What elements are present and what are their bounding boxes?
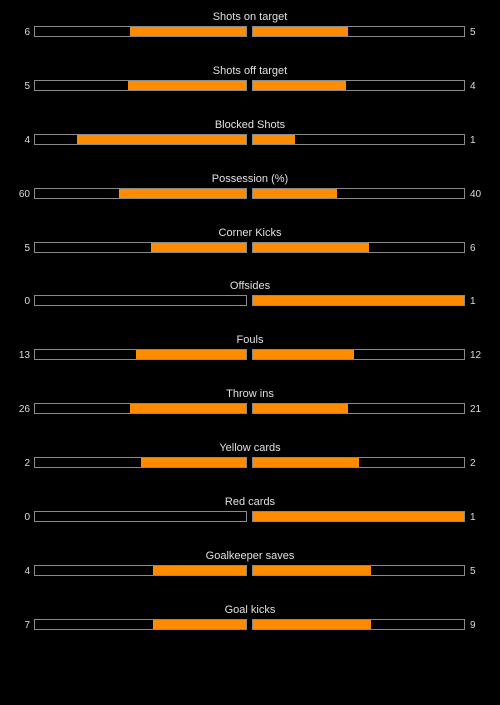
away-bar-fill <box>253 242 370 252</box>
home-bar-fill <box>136 350 246 360</box>
stat-row: Offsides 0 1 <box>0 279 500 333</box>
home-value: 5 <box>24 80 30 92</box>
home-value: 4 <box>24 134 30 146</box>
home-bar <box>34 564 247 576</box>
home-value: 5 <box>24 242 30 254</box>
stat-row: Shots on target 6 5 <box>0 10 500 64</box>
home-bar <box>34 241 247 253</box>
away-bar <box>252 79 465 91</box>
stat-title: Throw ins <box>226 388 274 401</box>
home-value: 13 <box>18 350 30 362</box>
stat-row: Corner Kicks 5 6 <box>0 226 500 280</box>
away-bar <box>252 618 465 630</box>
away-bar-fill <box>253 80 346 90</box>
home-bar <box>34 295 247 307</box>
away-bar <box>252 511 465 523</box>
stat-row: Shots off target 5 4 <box>0 64 500 118</box>
stat-title: Red cards <box>224 496 276 509</box>
away-bar-fill <box>253 350 355 360</box>
away-bar-fill <box>253 512 464 522</box>
home-value: 0 <box>24 512 30 524</box>
home-bar <box>34 133 247 145</box>
away-value: 1 <box>470 296 476 308</box>
stat-row: Yellow cards 2 2 <box>0 441 500 495</box>
away-bar <box>252 241 465 253</box>
away-value: 5 <box>470 27 476 38</box>
away-value: 2 <box>470 458 476 470</box>
away-value: 5 <box>470 565 476 577</box>
stat-title: Shots off target <box>212 64 288 77</box>
stat-title: Possession (%) <box>211 172 289 185</box>
home-bar-fill <box>153 619 246 629</box>
away-bar <box>252 133 465 145</box>
away-bar-fill <box>253 27 348 36</box>
stat-row: Red cards 0 1 <box>0 495 500 549</box>
stat-row: Possession (%) 60 40 <box>0 172 500 226</box>
match-stats-list: Shots on target 6 5 Shots off target 5 4 Block… <box>0 10 500 657</box>
stat-row: Fouls 13 12 <box>0 333 500 387</box>
home-value: 6 <box>24 27 30 38</box>
home-bar <box>34 511 247 523</box>
away-value: 21 <box>470 404 482 416</box>
away-bar-fill <box>253 565 372 575</box>
home-value: 2 <box>24 458 30 470</box>
away-value: 9 <box>470 619 476 631</box>
away-value: 40 <box>470 188 482 200</box>
stat-title: Corner Kicks <box>218 226 282 239</box>
away-bar-fill <box>253 296 464 306</box>
home-bar-fill <box>129 27 246 36</box>
away-value: 12 <box>470 350 482 362</box>
away-bar <box>252 349 465 361</box>
away-bar <box>252 26 465 37</box>
home-bar-fill <box>119 188 246 198</box>
stat-title: Goal kicks <box>224 603 276 616</box>
home-bar <box>34 403 247 415</box>
away-bar <box>252 457 465 469</box>
away-value: 1 <box>470 134 476 146</box>
home-bar <box>34 349 247 361</box>
away-bar <box>252 403 465 415</box>
home-value: 0 <box>24 296 30 308</box>
home-value: 4 <box>24 565 30 577</box>
home-value: 60 <box>18 188 30 200</box>
away-value: 1 <box>470 512 476 524</box>
away-bar-fill <box>253 404 348 414</box>
away-value: 6 <box>470 242 476 254</box>
away-bar <box>252 187 465 199</box>
stat-row: Throw ins 26 21 <box>0 387 500 441</box>
home-bar-fill <box>127 80 246 90</box>
away-bar-fill <box>253 458 359 468</box>
home-value: 26 <box>18 404 30 416</box>
home-bar <box>34 79 247 91</box>
home-bar-fill <box>140 458 246 468</box>
home-bar <box>34 457 247 469</box>
away-bar <box>252 295 465 307</box>
home-bar <box>34 618 247 630</box>
stat-row: Goalkeeper saves 4 5 <box>0 549 500 603</box>
stat-row: Goal kicks 7 9 <box>0 603 500 657</box>
stat-title: Offsides <box>229 280 271 293</box>
stat-title: Shots on target <box>212 11 288 23</box>
home-bar-fill <box>153 565 246 575</box>
away-bar-fill <box>253 619 372 629</box>
home-bar <box>34 187 247 199</box>
home-bar-fill <box>77 134 246 144</box>
away-bar-fill <box>253 134 296 144</box>
stat-title: Goalkeeper saves <box>205 549 295 562</box>
home-bar-fill <box>129 404 246 414</box>
stat-title: Blocked Shots <box>214 118 286 131</box>
home-value: 7 <box>24 619 30 631</box>
home-bar <box>34 26 247 37</box>
home-bar-fill <box>151 242 246 252</box>
stat-row: Blocked Shots 4 1 <box>0 118 500 172</box>
stat-title: Yellow cards <box>219 442 281 455</box>
away-bar <box>252 564 465 576</box>
away-value: 4 <box>470 80 476 92</box>
away-bar-fill <box>253 188 338 198</box>
stat-title: Fouls <box>236 334 264 347</box>
